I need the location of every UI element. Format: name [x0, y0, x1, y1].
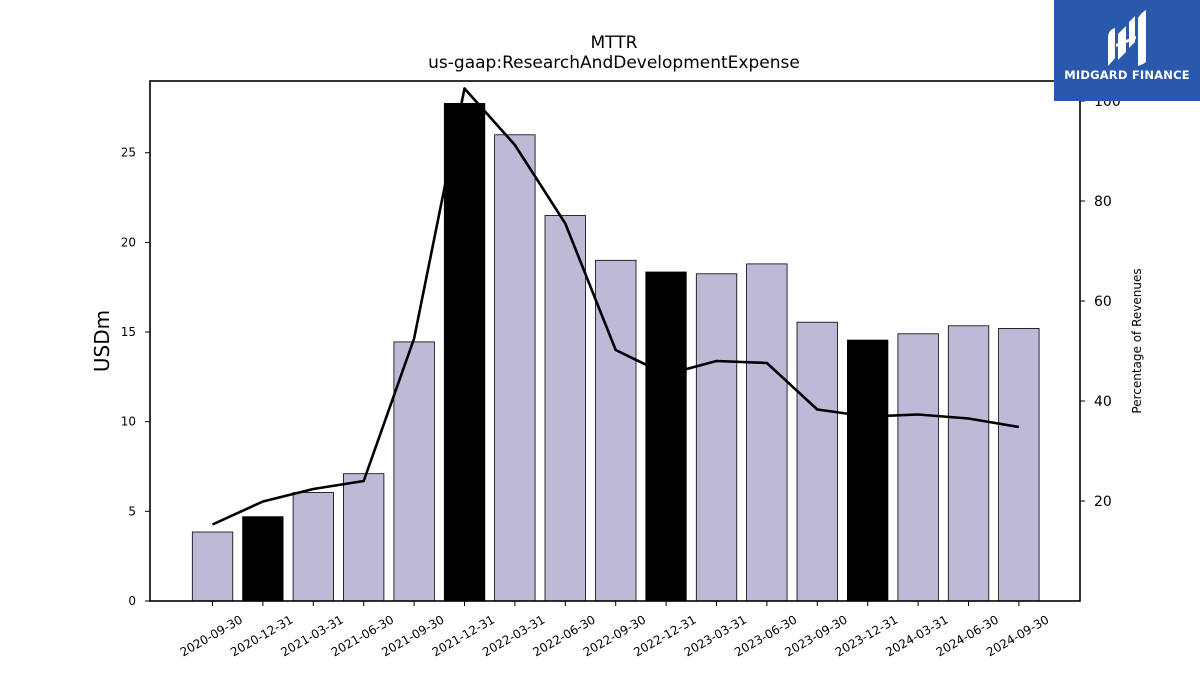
bar-2022-03-31: [494, 134, 536, 602]
bar-2023-09-30: [796, 321, 838, 602]
y-tick-label-left-10: 10: [121, 415, 136, 429]
bar-2023-12-31: [847, 339, 889, 602]
bar-2020-12-31: [242, 516, 284, 602]
y-tick-label-left-5: 5: [128, 504, 136, 518]
y-tick-label-left-15: 15: [121, 325, 136, 339]
y-tick-label-left-20: 20: [121, 235, 136, 249]
bar-2022-12-31: [645, 271, 687, 602]
bar-2023-03-31: [695, 273, 738, 602]
bar-2022-06-30: [544, 215, 586, 602]
midgard-logo-icon: [1108, 10, 1146, 66]
x-axis: 2020-09-302020-12-312021-03-312021-06-30…: [178, 601, 1051, 659]
y-tick-label-right-60: 60: [1094, 294, 1112, 310]
line-series-percentage: [211, 87, 1020, 526]
y-tick-label-left-25: 25: [121, 146, 136, 160]
y-axis-label-right: Percentage of Revenues: [1130, 268, 1144, 413]
brand-name: MIDGARD FINANCE: [1064, 68, 1190, 82]
bar-2021-03-31: [292, 492, 335, 602]
bars-layer: [191, 103, 1040, 602]
bar-2021-06-30: [342, 473, 385, 602]
chart-subtitle: us-gaap:ResearchAndDevelopmentExpense: [428, 53, 800, 73]
y-tick-label-left-0: 0: [128, 594, 136, 608]
brand-logo: MIDGARD FINANCE: [1054, 0, 1200, 101]
y-tick-label-right-80: 80: [1094, 194, 1112, 210]
bar-2020-09-30: [191, 531, 234, 602]
y-tick-label-right-20: 20: [1094, 494, 1112, 510]
bar-2023-06-30: [746, 263, 788, 602]
bar-2024-06-30: [947, 325, 990, 602]
bar-2024-03-31: [897, 333, 939, 602]
line-layer: [211, 87, 1020, 526]
y-axis-left: 0 5 10 15 20 25: [121, 146, 150, 608]
y-tick-label-right-40: 40: [1094, 394, 1112, 410]
bar-2021-12-31: [443, 103, 486, 602]
y-axis-label-left: USDm: [90, 310, 114, 372]
bar-2024-09-30: [998, 327, 1040, 602]
chart-title: MTTR: [591, 33, 638, 53]
plot-frame: [149, 80, 1081, 602]
bar-2021-09-30: [393, 341, 435, 602]
